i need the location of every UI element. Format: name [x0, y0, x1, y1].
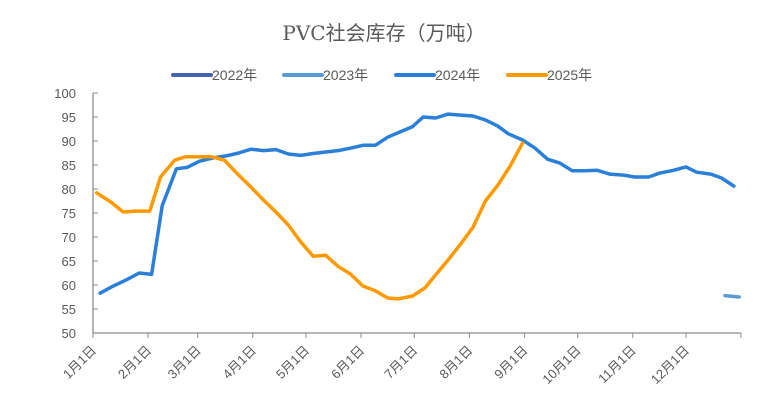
x-tick-label: 7月1日: [381, 343, 420, 382]
y-tick-label: 65: [62, 254, 76, 269]
legend: 2022年 2023年 2024年 2025年: [171, 67, 592, 83]
legend-label: 2023年: [323, 67, 368, 83]
x-tick-label: 4月1日: [220, 343, 259, 382]
series-line-2023年: [723, 293, 741, 299]
x-axis: 1月1日 2月1日 3月1日 4月1日 5月1日 6月1日 7月1日 8月1日 9月1日 10月1…: [60, 332, 742, 387]
series-line-2024年: [98, 112, 736, 295]
y-axis: 50 55 60 65 70 75 80 85 90 95 100: [54, 86, 98, 341]
y-tick-label: 85: [62, 158, 76, 173]
y-tick-label: 55: [62, 302, 76, 317]
y-tick-label: 90: [62, 134, 76, 149]
x-tick-label: 11月1日: [595, 343, 639, 387]
x-tick-label: 8月1日: [436, 343, 475, 382]
x-tick-label: 3月1日: [165, 343, 204, 382]
x-tick-label: 10月1日: [539, 343, 583, 387]
y-tick-label: 70: [62, 230, 76, 245]
x-tick-label: 2月1日: [115, 343, 154, 382]
legend-label: 2022年: [212, 67, 257, 83]
legend-label: 2024年: [435, 67, 480, 83]
y-tick-label: 80: [62, 182, 76, 197]
x-tick-label: 6月1日: [328, 343, 367, 382]
legend-label: 2025年: [547, 67, 592, 83]
x-tick-label: 9月1日: [491, 343, 530, 382]
x-tick-label: 1月1日: [60, 343, 99, 382]
x-tick-label: 12月1日: [648, 343, 692, 387]
y-tick-label: 95: [62, 110, 76, 125]
series-lines: [94, 112, 741, 301]
x-tick-label: 5月1日: [273, 343, 312, 382]
y-tick-label: 50: [62, 326, 76, 341]
y-tick-label: 75: [62, 206, 76, 221]
y-tick-label: 60: [62, 278, 76, 293]
y-tick-label: 100: [54, 86, 76, 101]
chart-title: PVC社会库存（万吨）: [282, 21, 485, 45]
